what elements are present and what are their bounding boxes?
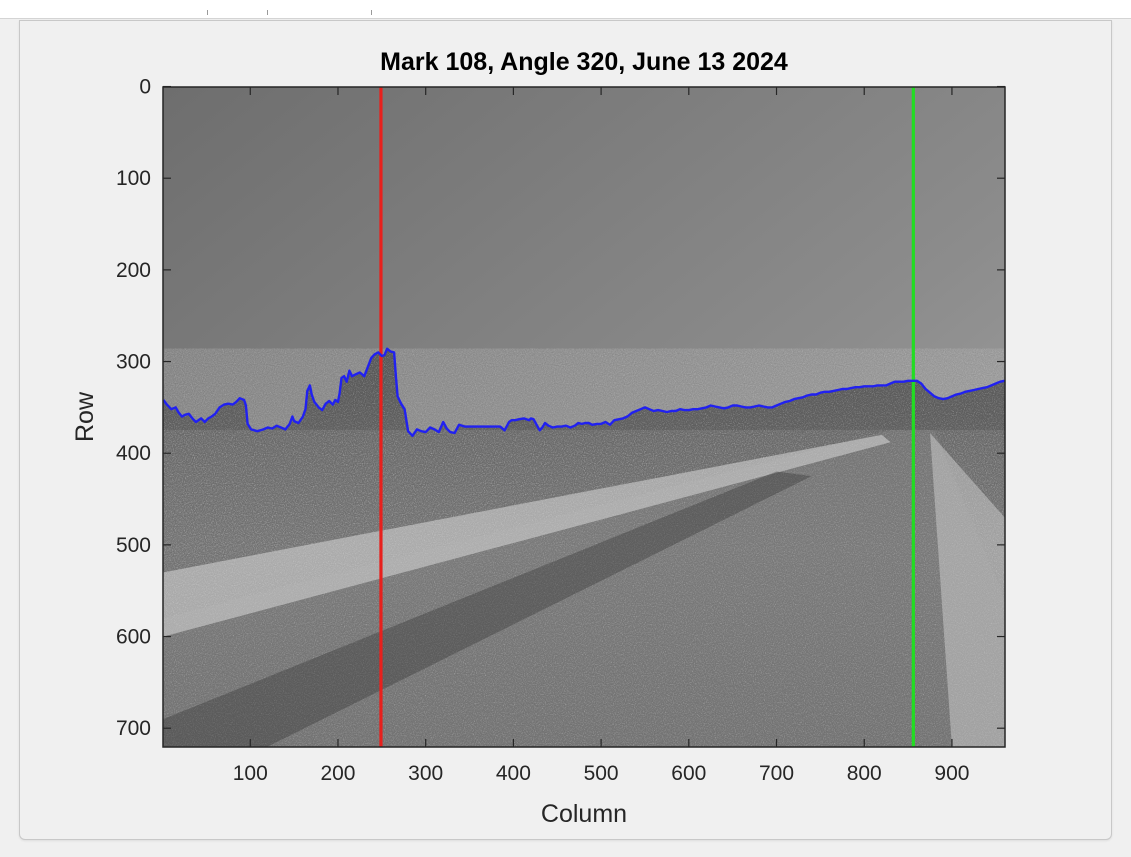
y-tick-label: 300	[116, 351, 151, 374]
x-tick-label: 300	[408, 762, 443, 785]
y-tick-label: 400	[116, 442, 151, 465]
x-tick-label: 200	[320, 762, 355, 785]
x-tick-label: 500	[584, 762, 619, 785]
horizon-line	[163, 347, 1005, 437]
chart-title: Mark 108, Angle 320, June 13 2024	[380, 48, 788, 76]
axes-box	[162, 86, 1006, 748]
y-tick-label: 500	[116, 534, 151, 557]
x-tick-label: 800	[847, 762, 882, 785]
y-tick-label: 100	[116, 167, 151, 190]
menu-strip	[0, 0, 1131, 19]
y-tick-label: 200	[116, 259, 151, 282]
menu-separator	[207, 10, 208, 15]
menu-separator	[371, 10, 372, 15]
y-tick-label: 0	[139, 76, 151, 99]
x-tick-label: 600	[671, 762, 706, 785]
menu-separator	[267, 10, 268, 15]
x-tick-label: 100	[233, 762, 268, 785]
x-tick-label: 700	[759, 762, 794, 785]
x-tick-label: 400	[496, 762, 531, 785]
y-tick-label: 600	[116, 626, 151, 649]
y-tick-label: 700	[116, 717, 151, 740]
photo-image	[163, 87, 1005, 747]
x-axis-label: Column	[541, 800, 627, 828]
y-axis-label: Row	[71, 391, 99, 442]
x-tick-label: 900	[934, 762, 969, 785]
